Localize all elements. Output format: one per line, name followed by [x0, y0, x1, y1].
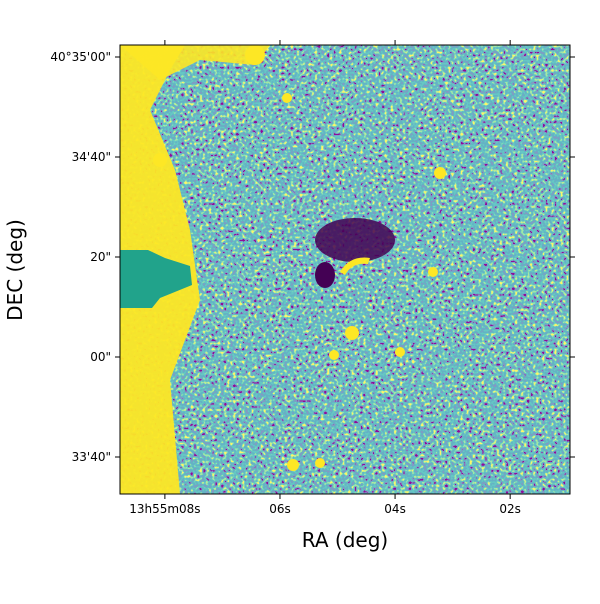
y-tick-label: 40°35'00"	[50, 50, 111, 64]
x-tick-label: 04s	[384, 502, 406, 516]
x-axis-label: RA (deg)	[302, 528, 388, 552]
x-tick-label: 06s	[269, 502, 291, 516]
y-tick-label: 33'40"	[72, 450, 111, 464]
x-tick-label: 13h55m08s	[129, 502, 200, 516]
y-tick-label: 00"	[90, 350, 111, 364]
x-tick-label: 02s	[499, 502, 521, 516]
axes-frame	[119, 44, 571, 495]
y-tick-label: 34'40"	[72, 150, 111, 164]
y-axis-label: DEC (deg)	[3, 219, 27, 321]
y-tick-label: 20"	[90, 250, 111, 264]
image	[120, 45, 570, 494]
